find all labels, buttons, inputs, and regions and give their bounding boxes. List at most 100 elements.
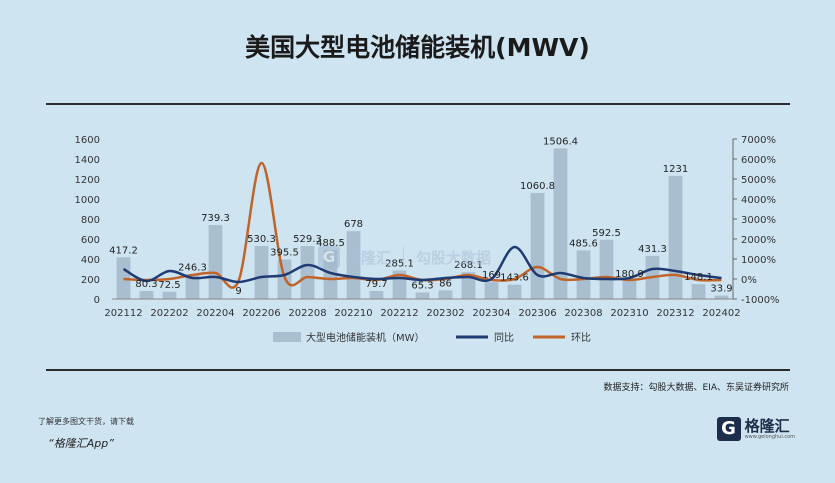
x-tick-label: 202210 <box>334 308 372 319</box>
bar-data-label: 86 <box>439 278 452 289</box>
bar <box>714 295 729 299</box>
bar-data-label: 488.5 <box>316 238 345 249</box>
legend-layer: 大型电池储能装机（MW） 同比 环比 <box>273 331 591 344</box>
bar <box>461 272 476 299</box>
bar-data-label: 180.9 <box>615 269 644 280</box>
y-right-tick-label: 4000% <box>741 195 776 206</box>
source-note: 数据支持：勾股大数据、EIA、东吴证券研究所 <box>603 383 790 393</box>
bar-data-label: 1506.4 <box>543 136 578 147</box>
y-right-tick-label: 2000% <box>741 235 776 246</box>
bar-data-label: 9 <box>235 286 241 297</box>
x-tick-label: 202206 <box>242 308 280 319</box>
bar-data-label: 485.6 <box>569 238 598 249</box>
bar-data-label: 529.3 <box>293 234 322 245</box>
y-left-tick-label: 200 <box>81 275 100 286</box>
labels-layer: 417.280.3 72.5246.3739.39530.3395.5529.34… <box>109 136 732 297</box>
y-right-tick-label: 7000% <box>741 135 776 146</box>
bar-data-label: 285.1 <box>385 258 414 269</box>
bar-data-label: 1231 <box>663 164 688 175</box>
bar-data-label: 1060.8 <box>520 181 555 192</box>
bar-data-label: 739.3 <box>201 213 230 224</box>
axes-layer: 0 200 400 600 800 1000 1200 1400 1600 -1000% 0% 100… <box>75 135 780 319</box>
bar <box>530 192 545 299</box>
x-tick-label: 202212 <box>380 308 418 319</box>
bar <box>484 282 499 299</box>
bar <box>438 290 453 299</box>
brand-logo[interactable]: G 格隆汇 www.gelonghui.com <box>716 416 795 442</box>
y-left-tick-label: 1600 <box>75 135 100 146</box>
bar-data-label: 79.7 <box>365 279 387 290</box>
bar <box>300 246 315 299</box>
y-right-tick-label: 5000% <box>741 175 776 186</box>
bar-data-label: 268.1 <box>454 260 483 271</box>
brand-logo-icon: G <box>716 417 741 441</box>
bar <box>369 291 384 299</box>
bar-data-label: 530.3 <box>247 234 276 245</box>
y-right-tick-label: -1000% <box>741 295 780 306</box>
bar-data-label: 417.2 <box>109 245 138 256</box>
bar <box>622 280 637 299</box>
bottom-rule <box>46 369 790 371</box>
bar <box>116 257 131 299</box>
y-left-tick-label: 600 <box>81 235 100 246</box>
y-left-tick-label: 0 <box>94 295 100 306</box>
x-tick-label: 202112 <box>104 308 142 319</box>
x-tick-label: 202402 <box>702 308 740 319</box>
bar-data-label: 65.3 <box>411 280 433 291</box>
x-tick-label: 202310 <box>610 308 648 319</box>
promo-app-name[interactable]: “格隆汇App” <box>48 437 114 450</box>
bar-data-label: 33.9 <box>710 284 732 295</box>
legend-label-mom: 环比 <box>571 332 591 344</box>
x-tick-label: 202208 <box>288 308 326 319</box>
y-right-tick-label: 0% <box>741 275 757 286</box>
brand-url: www.gelonghui.com <box>744 433 795 440</box>
lines-layer <box>122 161 722 289</box>
bar <box>208 225 223 299</box>
top-rule <box>46 103 790 105</box>
bar <box>599 239 614 299</box>
bar-data-label: 169 <box>482 270 501 281</box>
bar <box>162 291 177 299</box>
y-left-tick-label: 1400 <box>75 155 100 166</box>
bar-data-label: 80.3 <box>135 279 157 290</box>
x-tick-label: 202308 <box>564 308 602 319</box>
bar <box>415 292 430 299</box>
bar <box>576 250 591 299</box>
bar <box>254 245 269 299</box>
bar-data-label: 72.5 <box>158 280 180 291</box>
legend-label-bar: 大型电池储能装机（MW） <box>306 331 425 344</box>
bar <box>139 290 154 299</box>
bar <box>507 284 522 299</box>
legend-label-yoy: 同比 <box>494 332 514 344</box>
x-tick-label: 202312 <box>656 308 694 319</box>
bar <box>346 231 361 299</box>
x-tick-label: 202304 <box>472 308 510 319</box>
y-left-tick-label: 800 <box>81 215 100 226</box>
y-left-tick-label: 400 <box>81 255 100 266</box>
brand-name: 格隆汇 <box>744 416 790 435</box>
x-tick-label: 202202 <box>150 308 188 319</box>
bar <box>185 274 200 299</box>
y-left-tick-label: 1200 <box>75 175 100 186</box>
bar-data-label: 143.6 <box>500 273 529 284</box>
y-right-tick-label: 6000% <box>741 155 776 166</box>
x-tick-label: 202302 <box>426 308 464 319</box>
bar-data-label: 395.5 <box>270 247 299 258</box>
series-line-yoy <box>122 245 722 284</box>
y-right-tick-label: 1000% <box>741 255 776 266</box>
bar-data-label: 678 <box>344 219 363 230</box>
promo-text: 了解更多图文干货，请下载 <box>38 417 134 426</box>
bar-data-label: 592.5 <box>592 228 621 239</box>
y-right-tick-label: 3000% <box>741 215 776 226</box>
bar-data-label: 246.3 <box>178 262 207 273</box>
x-tick-label: 202204 <box>196 308 234 319</box>
bar-data-label: 431.3 <box>638 244 667 255</box>
bar <box>691 284 706 299</box>
legend-swatch-bar <box>273 332 301 342</box>
y-left-tick-label: 1000 <box>75 195 100 206</box>
bar-data-label: 148.1 <box>684 272 713 283</box>
page-title: 美国大型电池储能装机(MWV) <box>245 33 590 62</box>
x-tick-label: 202306 <box>518 308 556 319</box>
bar <box>553 148 568 299</box>
